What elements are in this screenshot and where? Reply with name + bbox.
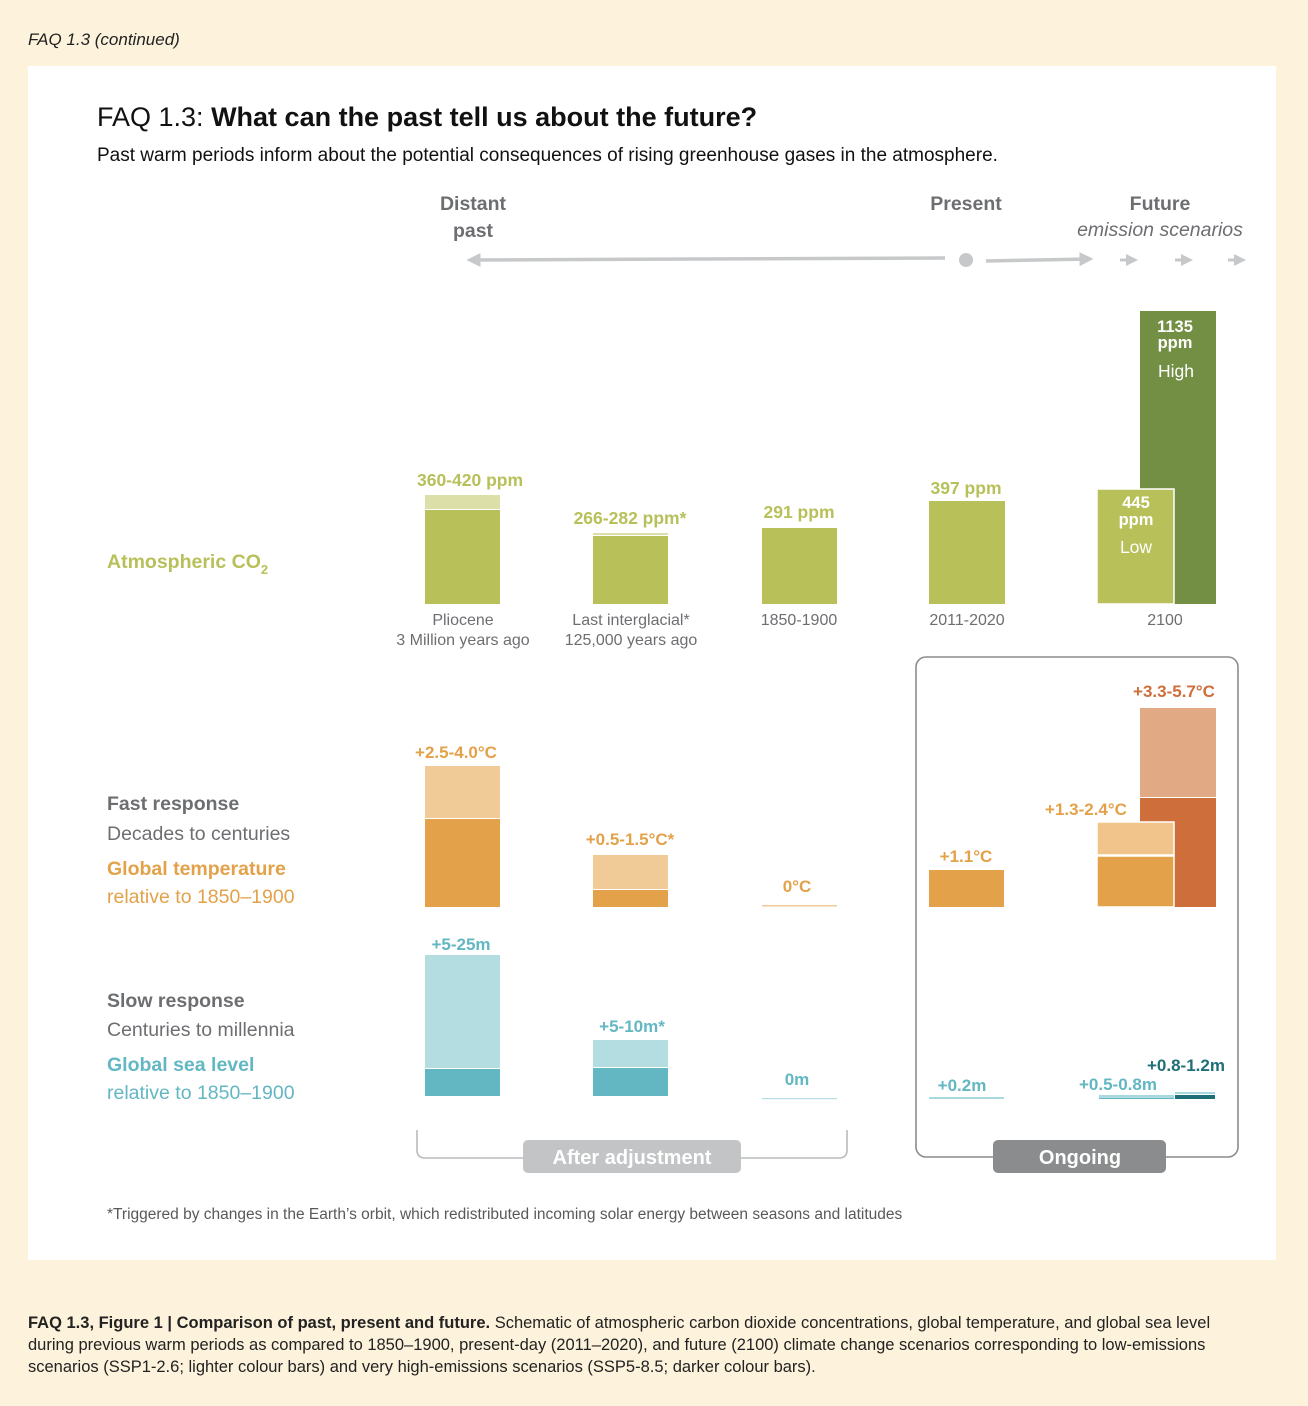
row-label-sea-level: Global sea level	[107, 1054, 254, 1076]
sea-label-pliocene: +5-25m	[431, 935, 490, 954]
sea-bar-2100-high	[1175, 1095, 1215, 1099]
row-label-fast-sub: Decades to centuries	[107, 823, 290, 845]
temperature-bars	[425, 708, 1216, 908]
row-label-slow: Slow response	[107, 990, 245, 1012]
temp-label-2100-high: +3.3-5.7°C	[1133, 682, 1215, 701]
sea-bar-interglacial-range	[593, 1040, 668, 1067]
row-label-co2-text: Atmospheric CO	[107, 551, 261, 573]
temp-label-2100-low: +1.3-2.4°C	[1045, 800, 1127, 819]
co2-bar-pliocene-range	[425, 495, 500, 509]
timeline: Distant past Present Future emission sce…	[440, 193, 1246, 267]
past-arrow	[466, 252, 946, 267]
co2-label-low-unit: ppm	[1119, 511, 1154, 529]
caption-title: FAQ 1.3, Figure 1 | Comparison of past, …	[28, 1314, 491, 1332]
timeline-distant-label-1: Distant	[440, 193, 507, 215]
sea-bar-2100-low	[1099, 1097, 1174, 1099]
co2-bar-2100-low	[1096, 488, 1175, 605]
sea-bar-pliocene-range	[425, 955, 500, 1068]
row-label-co2-subscript: 2	[261, 562, 268, 577]
period-labels: Pliocene 3 Million years ago Last interg…	[396, 612, 1183, 649]
temp-bar-2100-high-range	[1140, 708, 1216, 797]
co2-bars	[425, 311, 1216, 605]
temp-label-present: +1.1°C	[940, 847, 993, 866]
period-label-interglacial: Last interglacial*	[572, 612, 689, 629]
sea-level-value-labels: +5-25m +5-10m* 0m +0.2m +0.5-0.8m +0.8-1…	[431, 935, 1225, 1095]
title-prefix: FAQ 1.3:	[97, 102, 212, 132]
temperature-value-labels: +2.5-4.0°C +0.5-1.5°C* 0°C +1.1°C +1.3-2…	[415, 682, 1215, 896]
temp-bar-2100-low	[1096, 855, 1175, 908]
sea-level-bars	[425, 955, 1215, 1100]
co2-label-low-name: Low	[1120, 537, 1152, 557]
row-label-slow-sub: Centuries to millennia	[107, 1019, 295, 1041]
row-label-temperature: Global temperature	[107, 858, 286, 880]
title-question: What can the past tell us about the futu…	[211, 102, 758, 132]
page-header: FAQ 1.3 (continued)	[28, 30, 180, 49]
temp-bar-pliocene	[425, 819, 500, 907]
co2-label-high-name: High	[1158, 361, 1194, 381]
temp-bar-present	[929, 870, 1004, 907]
present-dot	[959, 253, 973, 267]
row-label-temperature-sub: relative to 1850–1900	[107, 886, 295, 908]
timeline-distant-label-2: past	[453, 220, 494, 242]
row-label-sea-level-sub: relative to 1850–1900	[107, 1082, 295, 1104]
co2-value-labels: 360-420 ppm 266-282 ppm* 291 ppm 397 ppm…	[417, 318, 1194, 557]
co2-bar-preindustrial	[762, 528, 837, 604]
sea-label-present: +0.2m	[938, 1076, 987, 1095]
row-labels: Atmospheric CO2 Fast response Decades to…	[107, 551, 295, 1104]
period-label-present: 2011-2020	[929, 612, 1004, 629]
co2-label-interglacial: 266-282 ppm*	[574, 508, 687, 528]
sea-label-preindustrial: 0m	[785, 1070, 810, 1089]
temp-bar-2100-low-range	[1096, 821, 1175, 856]
co2-bar-interglacial-range	[593, 533, 668, 535]
timeline-present-label: Present	[930, 193, 1002, 215]
sea-bar-2100-high-range	[1175, 1092, 1215, 1094]
sea-label-2100-low: +0.5-0.8m	[1079, 1075, 1157, 1094]
co2-label-present: 397 ppm	[931, 478, 1002, 498]
row-label-co2: Atmospheric CO2	[107, 551, 268, 577]
footnote: *Triggered by changes in the Earth’s orb…	[107, 1206, 903, 1223]
temp-bar-interglacial	[593, 890, 668, 907]
co2-bar-pliocene	[425, 510, 500, 604]
co2-bar-present	[929, 501, 1005, 604]
co2-label-preindustrial: 291 ppm	[764, 502, 835, 522]
period-label-2100: 2100	[1147, 612, 1183, 629]
temp-bar-interglacial-range	[593, 855, 668, 889]
co2-label-high-unit: ppm	[1158, 334, 1193, 352]
period-sub-interglacial: 125,000 years ago	[565, 632, 698, 649]
temp-label-preindustrial: 0°C	[783, 877, 812, 896]
period-label-pliocene: Pliocene	[432, 612, 493, 629]
after-adjustment-badge	[523, 1140, 741, 1173]
temp-label-interglacial: +0.5-1.5°C*	[586, 830, 675, 849]
sea-bar-pliocene	[425, 1069, 500, 1096]
sea-label-2100-high: +0.8-1.2m	[1147, 1056, 1225, 1075]
sea-bar-present	[929, 1097, 1004, 1099]
co2-label-pliocene: 360-420 ppm	[417, 470, 523, 490]
row-label-fast: Fast response	[107, 793, 239, 815]
ongoing-label: Ongoing	[1039, 1147, 1121, 1169]
sea-bar-2100-low-range	[1099, 1095, 1174, 1097]
timeline-future-label: Future	[1130, 193, 1191, 215]
sea-label-interglacial: +5-10m*	[599, 1017, 665, 1036]
timeline-future-sublabel: emission scenarios	[1077, 219, 1243, 241]
period-label-preindustrial: 1850-1900	[761, 612, 838, 629]
caption-text: Schematic of atmospheric carbon dioxide …	[28, 1314, 1211, 1376]
temp-bar-pliocene-range	[425, 766, 500, 818]
figure-subtitle: Past warm periods inform about the poten…	[97, 145, 998, 166]
after-adjustment-label: After adjustment	[553, 1147, 712, 1169]
co2-label-low-value: 445	[1122, 494, 1150, 512]
future-arrow	[985, 252, 1094, 267]
temp-bar-preindustrial	[762, 905, 837, 907]
period-sub-pliocene: 3 Million years ago	[396, 632, 530, 649]
figure-caption: FAQ 1.3, Figure 1 | Comparison of past, …	[28, 1312, 1258, 1378]
sea-bar-interglacial	[593, 1068, 668, 1096]
co2-label-high-value: 1135	[1157, 318, 1193, 336]
ongoing-badge	[993, 1140, 1166, 1173]
co2-bar-interglacial	[593, 536, 668, 604]
figure-title: FAQ 1.3: What can the past tell us about…	[97, 102, 757, 133]
sea-bar-preindustrial	[762, 1098, 837, 1100]
temp-label-pliocene: +2.5-4.0°C	[415, 743, 497, 762]
